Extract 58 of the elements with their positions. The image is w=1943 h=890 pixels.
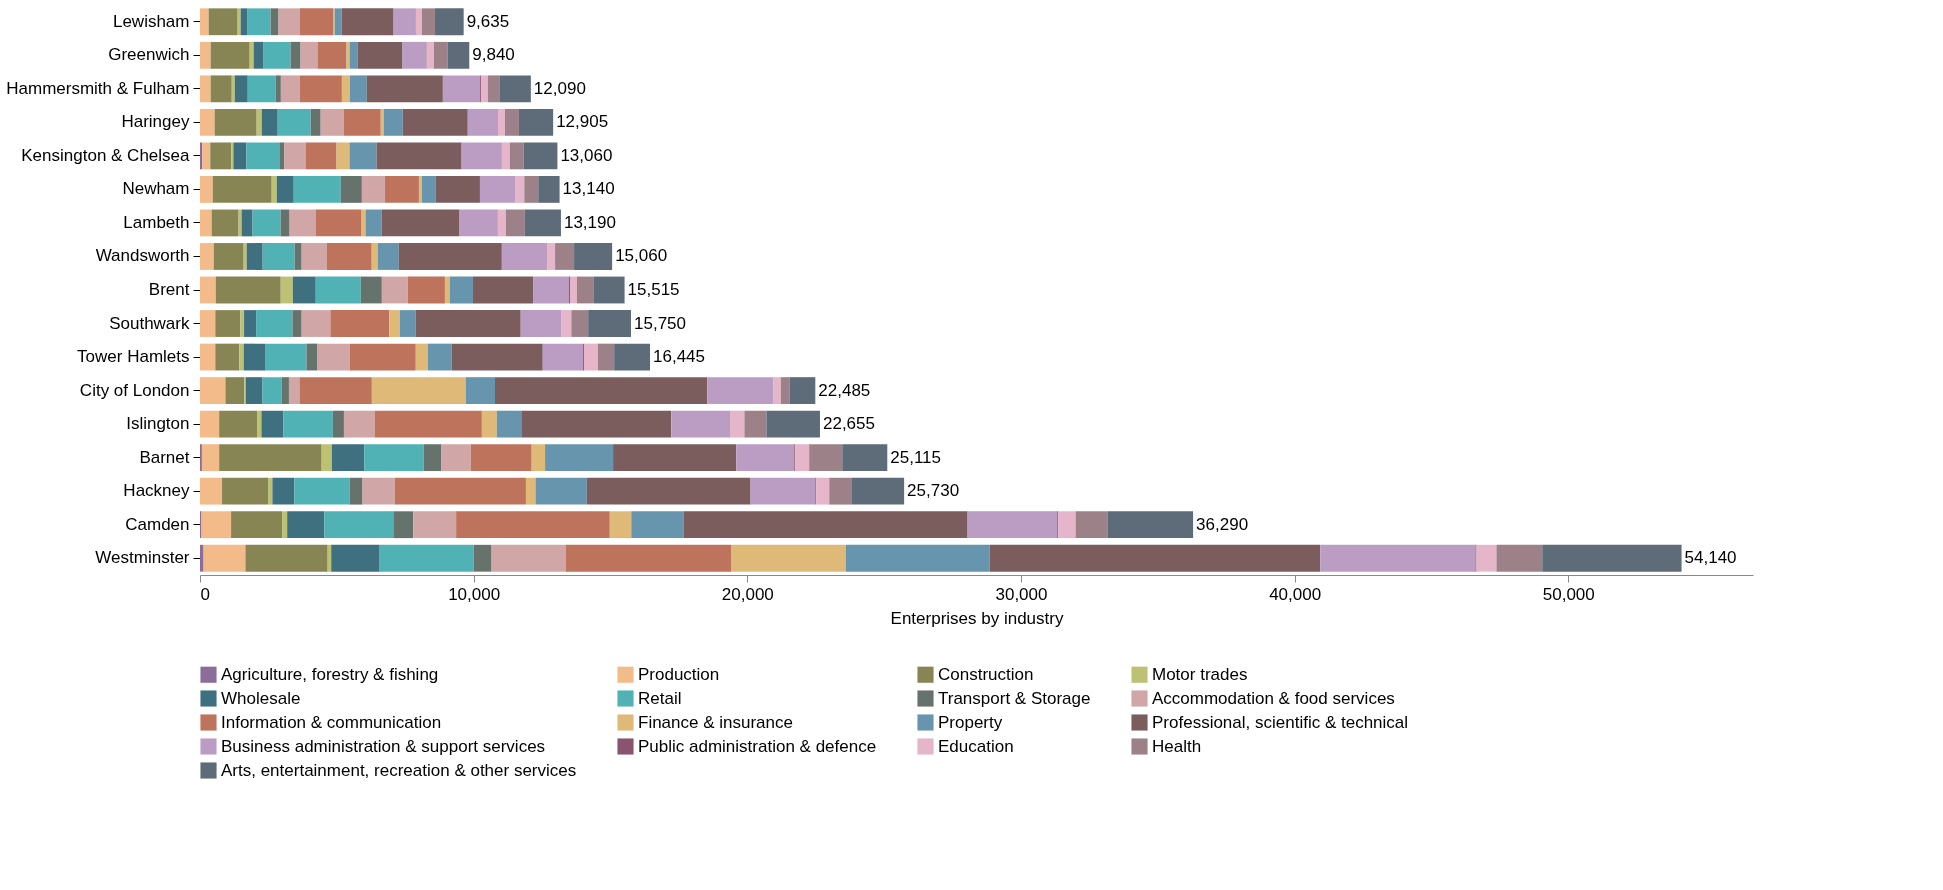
total-label: 15,750: [634, 313, 687, 333]
y-tick-label: Westminster: [95, 548, 190, 568]
x-tick-label: 0: [200, 584, 210, 604]
legend-label: Business administration & support services: [221, 736, 546, 756]
y-tick-label: Hackney: [123, 481, 190, 501]
legend-label: Production: [638, 664, 720, 684]
total-label: 9,840: [472, 45, 515, 65]
y-tick-label: Hammersmith & Fulham: [6, 78, 190, 98]
y-tick-label: Brent: [148, 280, 190, 299]
x-tick-label: 10,000: [448, 584, 501, 604]
y-tick-label: Islington: [126, 414, 190, 434]
x-tick-label: 20,000: [721, 584, 774, 604]
legend-label: Motor trades: [1152, 664, 1248, 684]
total-label: 22,655: [822, 414, 875, 434]
legend-label: Wholesale: [221, 688, 301, 708]
legend-label: Agriculture, forestry & fishing: [221, 664, 439, 684]
y-tick-label: Tower Hamlets: [77, 347, 190, 367]
y-tick-label: Lambeth: [123, 212, 190, 232]
total-label: 12,905: [556, 112, 609, 132]
y-tick-label: Southwark: [109, 313, 190, 333]
legend-label: Accommodation & food services: [1152, 688, 1395, 708]
total-label: 25,730: [907, 481, 960, 501]
x-axis-title: Enterprises by industry: [890, 608, 1064, 628]
total-label: 22,485: [818, 380, 871, 400]
y-tick-label: City of London: [79, 380, 190, 400]
total-label: 16,445: [653, 347, 706, 367]
y-tick-label: Greenwich: [108, 45, 190, 65]
legend-label: Arts, entertainment, recreation & other services: [221, 760, 577, 780]
legend-label: Public administration & defence: [638, 736, 877, 756]
legend-label: Transport & Storage: [938, 688, 1091, 708]
total-label: 13,190: [563, 212, 616, 232]
x-tick-label: 40,000: [1269, 584, 1322, 604]
legend-label: Property: [938, 712, 1003, 732]
y-tick-label: Lewisham: [112, 11, 190, 31]
legend-label: Information & communication: [221, 712, 442, 732]
x-tick-label: 30,000: [995, 584, 1048, 604]
total-label: 36,290: [1196, 514, 1249, 534]
legend-label: Finance & insurance: [638, 712, 793, 732]
x-tick-label: 50,000: [1542, 584, 1595, 604]
y-tick-label: Camden: [125, 514, 190, 534]
y-tick-label: Wandsworth: [95, 246, 190, 266]
total-label: 13,140: [562, 179, 615, 199]
y-tick-label: Haringey: [121, 112, 190, 132]
y-tick-label: Newham: [122, 179, 190, 199]
total-label: 9,635: [466, 11, 510, 31]
total-label: 12,090: [533, 78, 586, 98]
legend-label: Retail: [638, 688, 682, 708]
y-tick-label: Barnet: [139, 447, 190, 467]
legend-label: Health: [1152, 736, 1202, 756]
legend-label: Construction: [938, 664, 1034, 684]
total-label: 25,115: [890, 447, 942, 467]
y-tick-label: Kensington & Chelsea: [21, 145, 191, 165]
legend-label: Education: [938, 736, 1014, 756]
total-label: 15,060: [615, 246, 668, 266]
total-label: 15,515: [627, 280, 680, 299]
total-label: 13,060: [560, 145, 613, 165]
total-label: 54,140: [1684, 548, 1737, 568]
legend-label: Professional, scientific & technical: [1152, 712, 1409, 732]
